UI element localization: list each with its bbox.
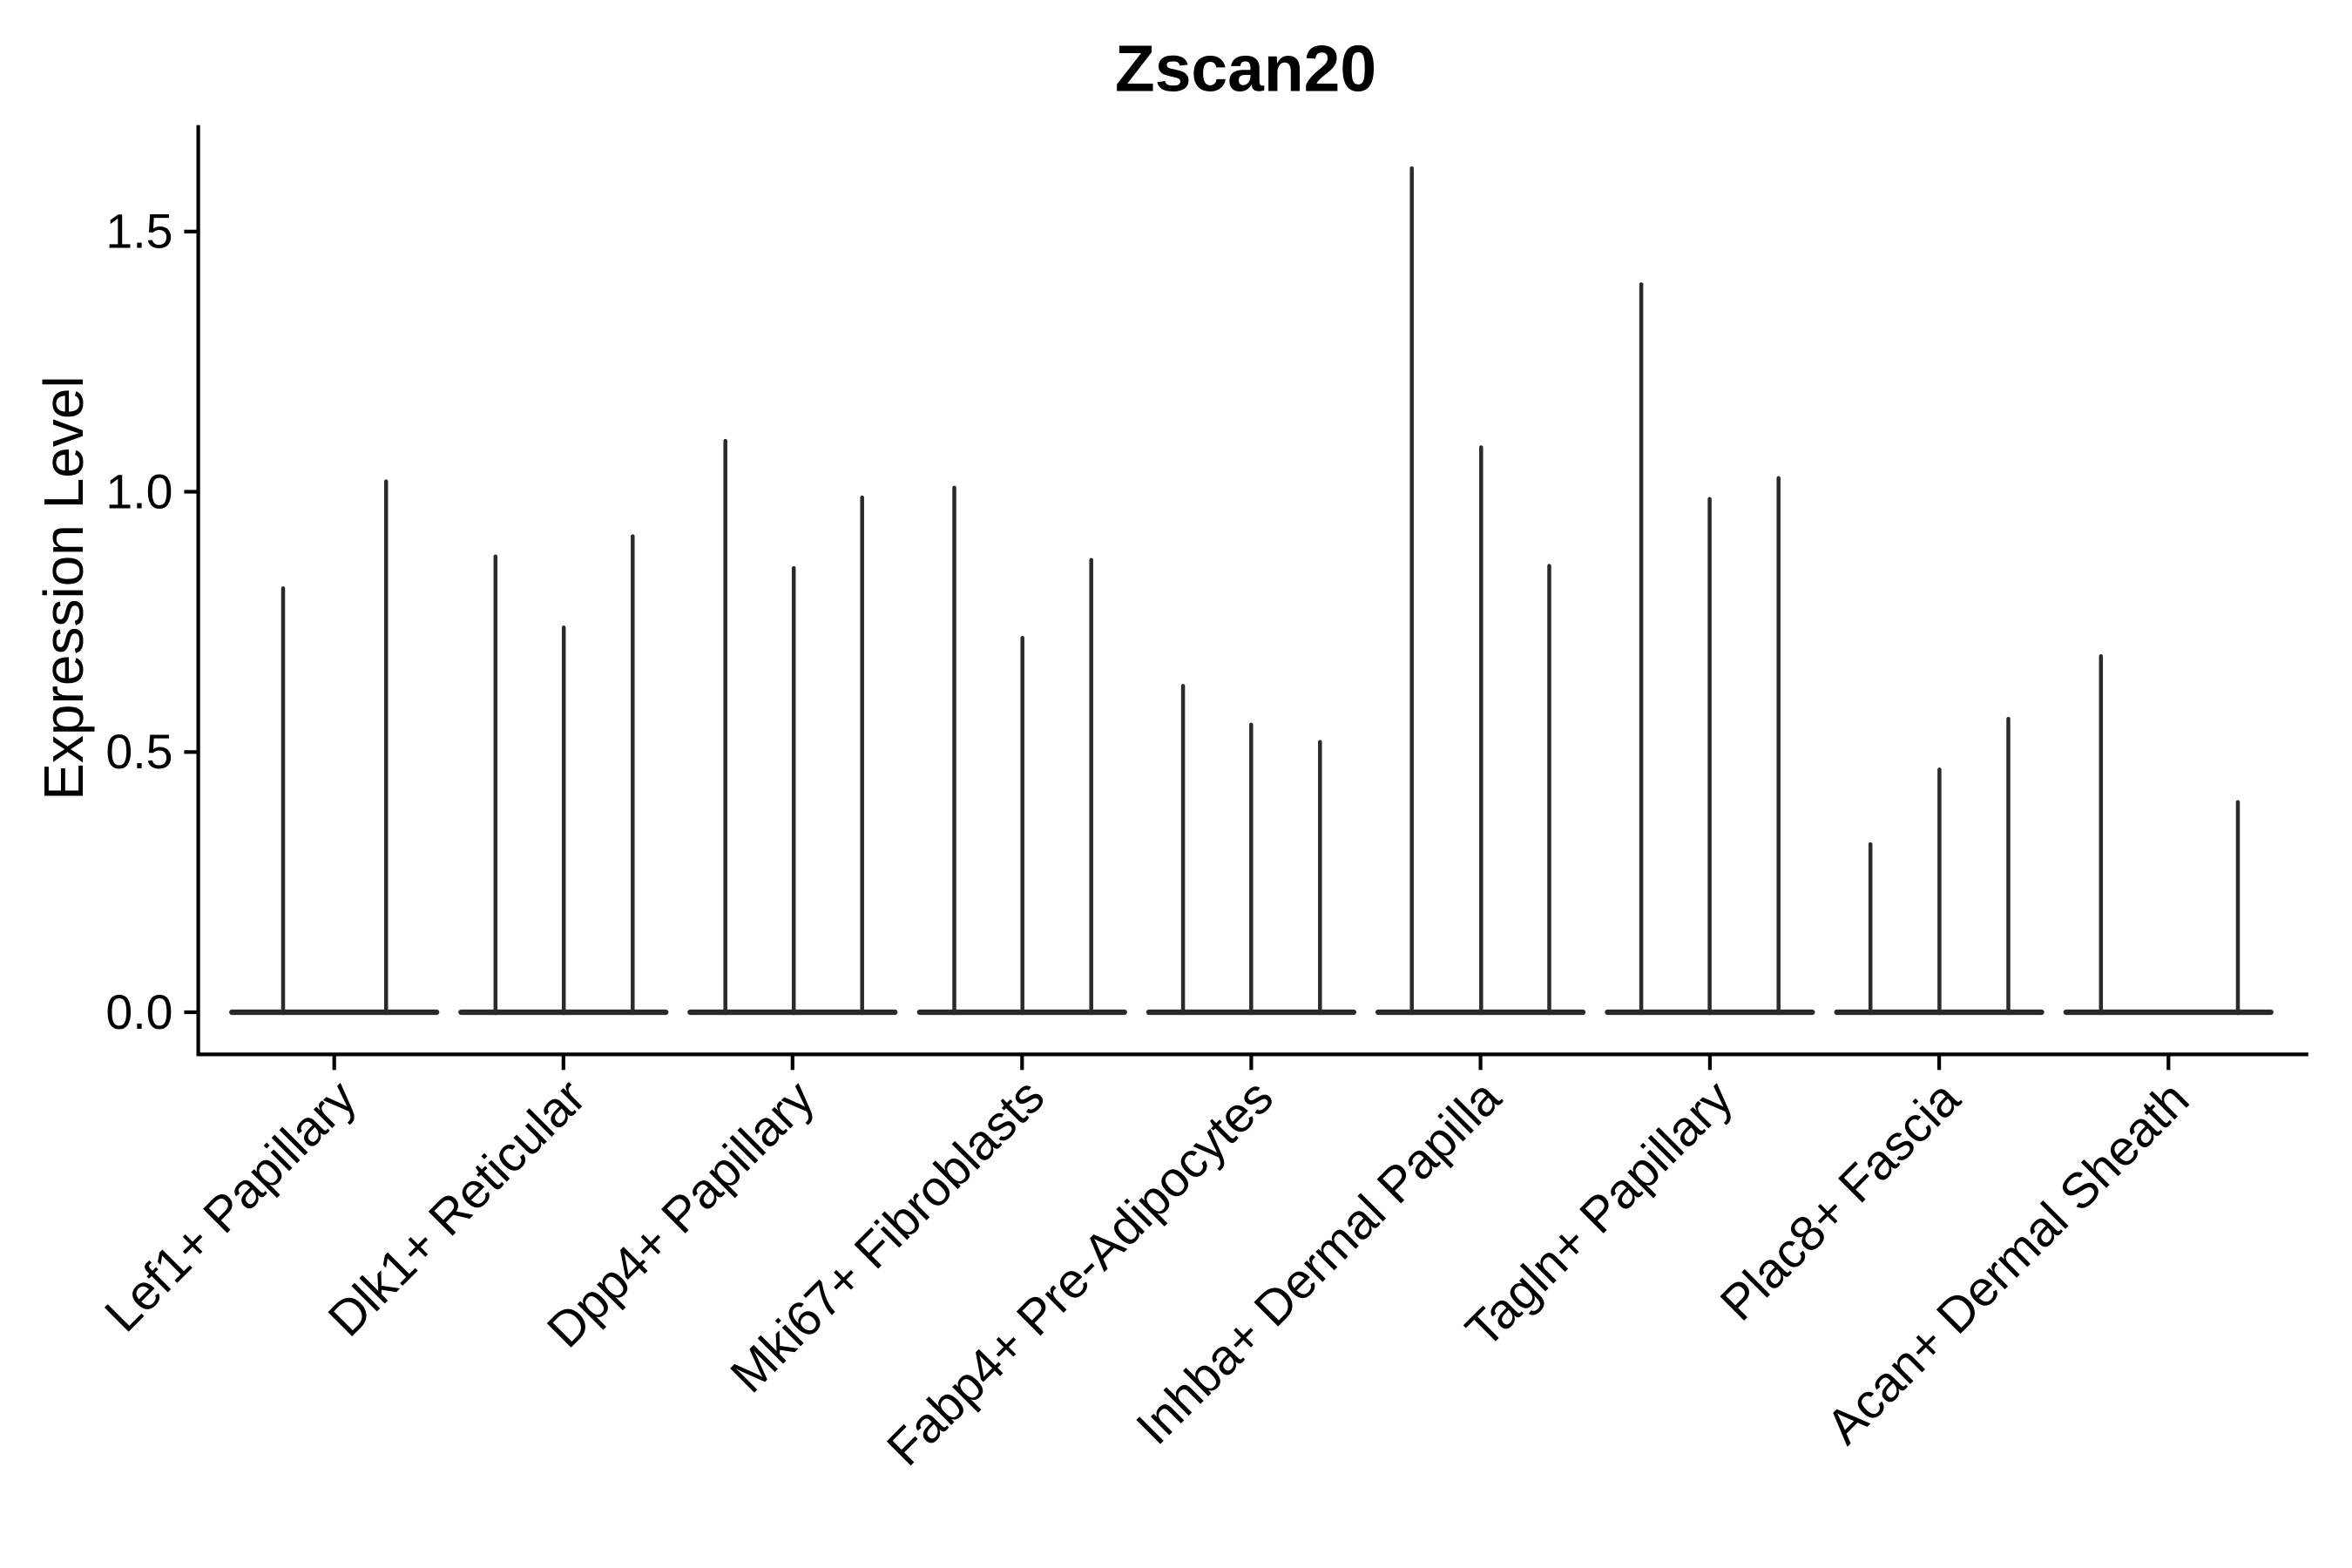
svg-text:Expression Level: Expression Level [32,375,95,800]
svg-text:0.0: 0.0 [105,985,172,1039]
svg-text:1.5: 1.5 [105,205,172,259]
svg-text:0.5: 0.5 [105,725,172,779]
svg-text:Zscan20: Zscan20 [1115,31,1376,105]
svg-text:1.0: 1.0 [105,464,172,518]
